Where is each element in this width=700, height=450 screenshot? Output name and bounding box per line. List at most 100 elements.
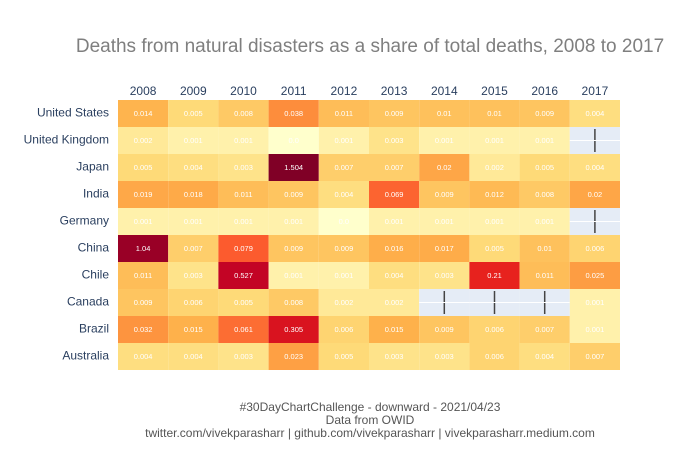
cell-label: 0.005 (335, 352, 354, 361)
heatmap-cell (369, 289, 420, 316)
cell-label: 0.001 (284, 217, 303, 226)
cell-label: 0.014 (134, 109, 153, 118)
y-tick-label: Germany (60, 214, 109, 228)
footnote: #30DayChartChallenge - downward - 2021/0… (240, 400, 501, 414)
heatmap-cell (369, 154, 420, 181)
cell-label: 0.01 (437, 109, 452, 118)
heatmap-cell (168, 181, 219, 208)
cell-label: 0.003 (234, 163, 253, 172)
heatmap-cell (218, 316, 269, 343)
heatmap-cell (419, 235, 470, 262)
heatmap-cell (168, 100, 219, 127)
cell-label: 0.004 (184, 163, 203, 172)
heatmap-cell (318, 235, 369, 262)
cell-label: 0.006 (485, 325, 504, 334)
cell-label: 1.04 (136, 244, 151, 253)
cell-label: 0.004 (335, 190, 354, 199)
heatmap-cell (268, 100, 319, 127)
cell-label: 0.017 (435, 244, 454, 253)
heatmap-cell (419, 262, 470, 289)
heatmap-cell (519, 154, 570, 181)
x-tick-label: 2013 (381, 84, 408, 98)
cell-label: 0.016 (385, 244, 404, 253)
cell-label: 0.002 (485, 163, 504, 172)
heatmap-cell (318, 127, 369, 154)
cell-label: 0.003 (435, 271, 454, 280)
heatmap-cell (168, 343, 219, 370)
cell-label: 0.007 (385, 163, 404, 172)
heatmap-cell (218, 289, 269, 316)
cell-label: 0.023 (284, 352, 303, 361)
cell-label: 0.001 (535, 217, 554, 226)
cell-label: 0.003 (435, 352, 454, 361)
cell-label: 0.009 (284, 244, 303, 253)
cell-label: 0.527 (234, 271, 253, 280)
heatmap-cell (118, 127, 169, 154)
cell-label: 0.21 (487, 271, 502, 280)
heatmap-cell (168, 262, 219, 289)
heatmap-cell (118, 343, 169, 370)
cell-label: 0.005 (234, 298, 253, 307)
heatmap-cell (168, 289, 219, 316)
cell-label: 0.018 (184, 190, 203, 199)
cell-label: 0.006 (335, 325, 354, 334)
heatmap-cell (519, 316, 570, 343)
heatmap-cell (419, 100, 470, 127)
heatmap-cell (519, 181, 570, 208)
cell-label: 0.019 (134, 190, 153, 199)
heatmap-cell (569, 343, 620, 370)
cell-label: 0.002 (335, 298, 354, 307)
heatmap-cell (118, 262, 169, 289)
heatmap-cell (318, 181, 369, 208)
heatmap-cell (118, 235, 169, 262)
cell-label: 0.011 (536, 271, 554, 280)
cell-label: 0.02 (588, 190, 603, 199)
heatmap-cell (268, 316, 319, 343)
heatmap-cell (519, 343, 570, 370)
cell-label: 0.007 (184, 244, 203, 253)
heatmap-cell (118, 316, 169, 343)
cell-label: 0.001 (234, 217, 253, 226)
footnote: Data from OWID (326, 413, 415, 427)
heatmap-cell (268, 154, 319, 181)
cell-label: 0.006 (485, 352, 504, 361)
cell-label: 0.015 (184, 325, 203, 334)
cell-label: 0.007 (586, 352, 605, 361)
heatmap-cell (369, 316, 420, 343)
y-tick-label: Australia (62, 349, 109, 363)
cell-label: 0.011 (234, 190, 252, 199)
cell-label: 0.004 (385, 271, 404, 280)
heatmap-cell (268, 262, 319, 289)
cell-label: 0.0 (339, 217, 349, 226)
cell-label: 0.003 (385, 136, 404, 145)
cell-label: 0.009 (435, 325, 454, 334)
cell-label: 0.008 (284, 298, 303, 307)
cell-label: 0.011 (134, 271, 152, 280)
heatmap-cell (469, 127, 520, 154)
cell-label: 0.001 (335, 136, 354, 145)
heatmap-cell (218, 100, 269, 127)
cell-label: 0.001 (435, 217, 454, 226)
heatmap-cell (369, 127, 420, 154)
x-tick-label: 2010 (230, 84, 257, 98)
x-tick-label: 2017 (582, 84, 609, 98)
heatmap-cell (469, 235, 520, 262)
cell-label: 0.001 (234, 136, 253, 145)
cell-label: 0.004 (184, 352, 203, 361)
heatmap-cell (519, 262, 570, 289)
cell-label: 0.001 (485, 217, 504, 226)
cell-label: 0.001 (284, 271, 303, 280)
heatmap-cell (318, 154, 369, 181)
heatmap-cell (469, 181, 520, 208)
cell-label: 0.079 (234, 244, 253, 253)
cell-label: 0.004 (535, 352, 554, 361)
cell-label: 0.001 (535, 136, 554, 145)
heatmap-cell (268, 235, 319, 262)
x-tick-label: 2014 (431, 84, 458, 98)
heatmap-cell (569, 235, 620, 262)
heatmap-cell (118, 154, 169, 181)
heatmap-cell (168, 154, 219, 181)
heatmap-cell (369, 208, 420, 235)
cell-label: 0.003 (234, 352, 253, 361)
